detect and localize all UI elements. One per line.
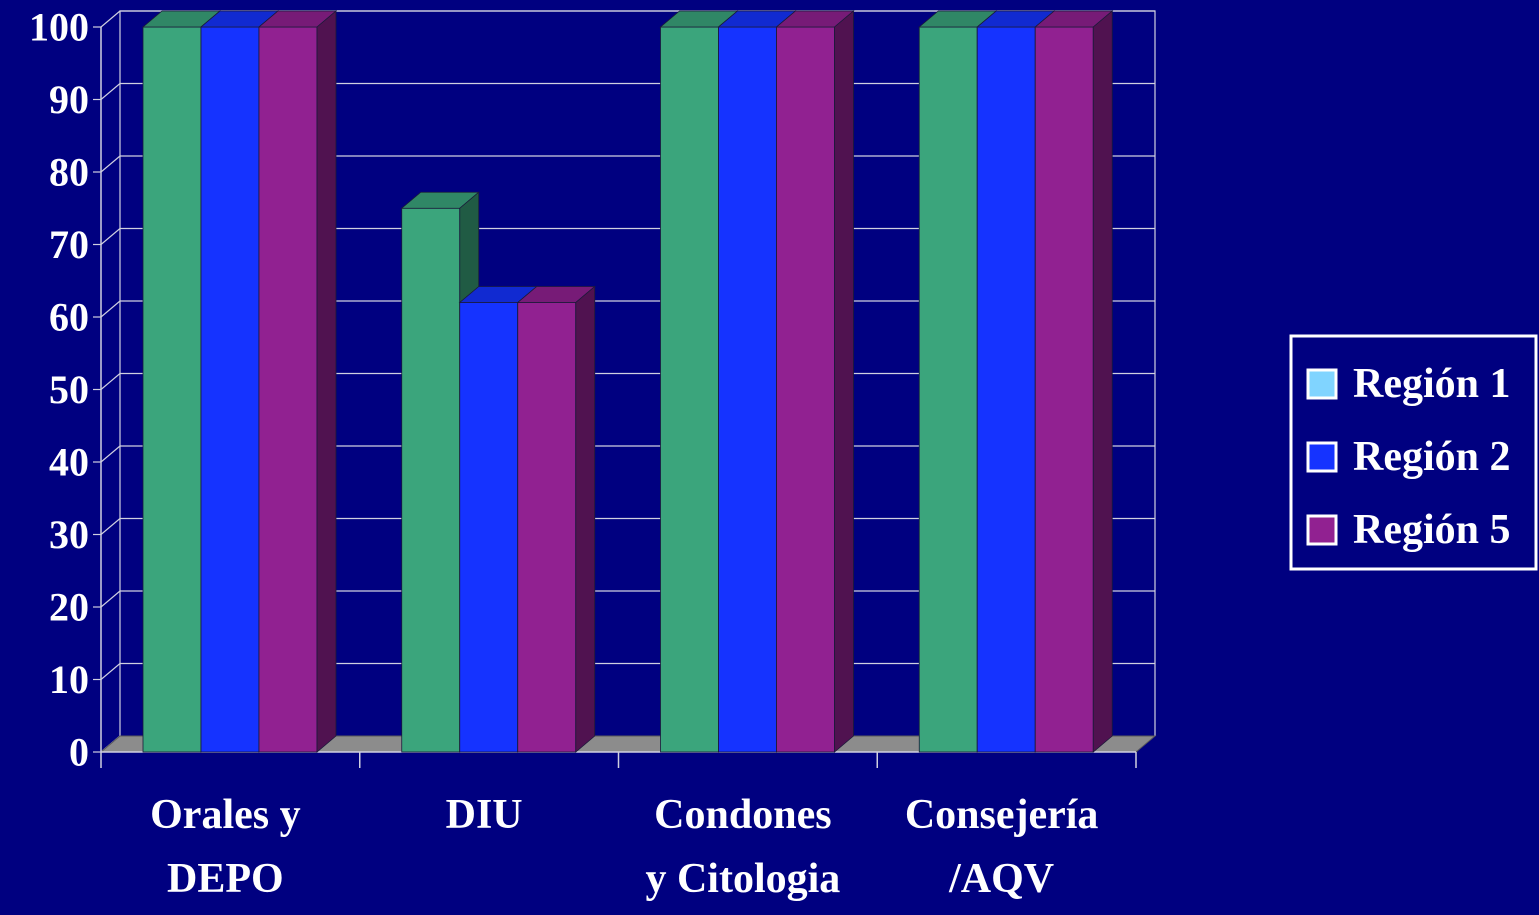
bar-front — [401, 207, 461, 753]
bar-front — [517, 302, 577, 753]
bar-front — [200, 26, 260, 753]
bar — [1034, 10, 1114, 753]
legend-swatch — [1306, 368, 1338, 400]
gridline-side — [100, 373, 121, 390]
y-tick-label: 40 — [49, 440, 89, 485]
legend: Región 1 Región 2 Región 5 — [1289, 334, 1538, 571]
x-category-label-line: y Citologia — [645, 856, 840, 902]
bar-front — [660, 26, 719, 753]
y-tick-label: 50 — [49, 367, 89, 412]
y-tick-label: 0 — [69, 730, 89, 775]
gridline-side — [100, 663, 121, 680]
y-tick-label: 30 — [49, 512, 89, 557]
x-category-label: Consejería/AQV — [905, 792, 1099, 902]
bar-front — [776, 26, 835, 753]
bar — [516, 285, 596, 753]
legend-box — [1289, 334, 1538, 571]
bar-side — [575, 285, 596, 753]
bars — [141, 10, 1114, 753]
gridline-side — [100, 155, 121, 173]
gridline-side — [100, 10, 121, 28]
bar-side — [316, 10, 337, 753]
y-tick-label: 20 — [49, 585, 89, 630]
y-tick-label: 60 — [49, 295, 89, 340]
legend-swatch — [1306, 441, 1338, 473]
bar-side — [1092, 10, 1113, 753]
gridline-side — [100, 518, 121, 535]
bar-front — [718, 26, 777, 753]
gridline-side — [100, 228, 121, 245]
x-category-label: DIU — [446, 792, 523, 838]
x-category-labels: Orales y DEPO DIU Condones y Citologia Consej… — [150, 792, 1098, 902]
legend-label: Región 1 — [1353, 361, 1511, 407]
x-category-label-line: Orales y — [150, 792, 300, 838]
bar-front — [142, 26, 202, 753]
bar-front — [1034, 26, 1094, 753]
y-tick-label: 100 — [29, 5, 89, 50]
x-category-label: Orales y DEPO — [150, 792, 300, 902]
bar-front — [918, 26, 978, 753]
bar — [257, 10, 338, 753]
x-category-label-line: /AQV — [948, 856, 1054, 902]
x-category-label-line: DEPO — [167, 856, 284, 902]
x-category-label-line: DIU — [446, 792, 523, 838]
gridline-side — [100, 590, 121, 608]
legend-swatch — [1306, 514, 1338, 546]
y-tick-label: 10 — [49, 657, 89, 702]
gridline-side — [100, 445, 121, 463]
y-tick-label: 80 — [49, 150, 89, 195]
gridline-side — [100, 83, 121, 100]
bar-front — [258, 26, 318, 753]
y-tick-label: 70 — [49, 222, 89, 267]
legend-label: Región 5 — [1353, 507, 1511, 553]
bar — [775, 10, 855, 753]
y-tick-labels: 0 10 20 30 40 50 60 70 80 90 100 — [29, 5, 89, 775]
bar-side — [834, 10, 854, 753]
x-category-label-line: Condones — [654, 792, 831, 838]
legend-label: Región 2 — [1353, 434, 1511, 480]
gridline-side — [100, 300, 121, 318]
y-tick-label: 90 — [49, 77, 89, 122]
bar-front — [459, 302, 519, 753]
bar-front — [976, 26, 1036, 753]
x-category-label-line: Consejería — [905, 792, 1099, 838]
x-category-label: Condones y Citologia — [645, 792, 840, 902]
